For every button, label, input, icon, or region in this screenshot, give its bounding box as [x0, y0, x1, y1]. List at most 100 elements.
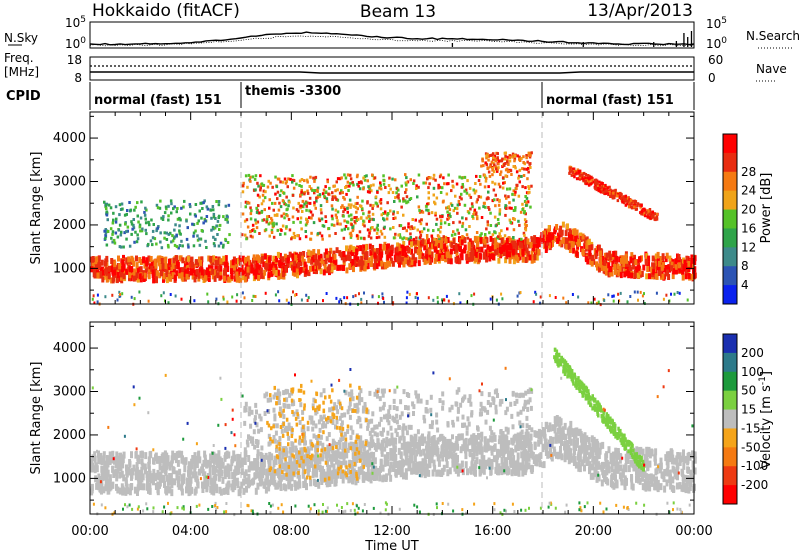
- heatmap-cell: [231, 259, 235, 266]
- heatmap-cell: [114, 456, 118, 464]
- heatmap-cell: [521, 208, 524, 211]
- heatmap-cell: [398, 243, 402, 250]
- heatmap-cell: [448, 451, 452, 458]
- y-tick-label: 3000: [53, 175, 86, 190]
- heatmap-cell: [349, 235, 353, 239]
- heatmap-cell: [345, 267, 349, 274]
- heatmap-cell: [497, 203, 501, 207]
- heatmap-cell: [292, 179, 296, 182]
- heatmap-cell: [226, 300, 229, 304]
- heatmap-cell: [459, 466, 463, 473]
- heatmap-cell: [310, 460, 314, 468]
- heatmap-cell: [190, 269, 193, 276]
- heatmap-cell: [543, 428, 547, 436]
- heatmap-cell: [499, 170, 503, 174]
- heatmap-cell: [241, 233, 244, 237]
- heatmap-cell: [563, 422, 567, 430]
- heatmap-cell: [111, 277, 115, 284]
- heatmap-cell: [372, 263, 376, 270]
- power-heatmap-cells: [90, 151, 697, 307]
- heatmap-cell: [608, 266, 612, 273]
- heatmap-cell: [555, 224, 559, 230]
- heatmap-cell: [221, 259, 225, 266]
- heatmap-cell: [319, 253, 323, 260]
- heatmap-cell: [443, 221, 447, 225]
- heatmap-cell: [656, 251, 660, 258]
- heatmap-cell: [258, 264, 262, 271]
- heatmap-cell: [105, 460, 109, 468]
- heatmap-cell: [452, 230, 455, 234]
- heatmap-cell: [152, 277, 156, 284]
- heatmap-cell: [463, 203, 467, 207]
- heatmap-cell: [422, 181, 425, 185]
- heatmap-cell: [508, 201, 511, 205]
- heatmap-cell: [429, 176, 432, 180]
- heatmap-cell: [287, 204, 290, 208]
- heatmap-cell: [312, 478, 316, 486]
- heatmap-cell: [266, 185, 270, 189]
- heatmap-cell: [457, 199, 461, 203]
- heatmap-cell: [483, 185, 487, 189]
- heatmap-cell: [156, 256, 160, 263]
- heatmap-cell: [469, 251, 473, 258]
- heatmap-cell: [260, 202, 264, 206]
- heatmap-cell: [90, 458, 94, 466]
- heatmap-cell: [520, 242, 524, 249]
- heatmap-cell: [687, 260, 691, 267]
- heatmap-cell: [635, 204, 639, 208]
- heatmap-cell: [96, 300, 99, 304]
- heatmap-cell: [206, 478, 210, 486]
- heatmap-cell: [189, 212, 192, 216]
- heatmap-cell: [300, 192, 303, 196]
- heatmap-cell: [244, 174, 248, 178]
- heatmap-cell: [671, 273, 675, 280]
- heatmap-cell: [530, 237, 534, 244]
- heatmap-cell: [348, 255, 352, 262]
- heatmap-cell: [404, 190, 407, 194]
- heatmap-cell: [361, 222, 365, 226]
- heatmap-cell: [230, 263, 234, 270]
- heatmap-cell: [214, 473, 218, 481]
- heatmap-cell: [517, 465, 521, 473]
- heatmap-cell: [590, 435, 594, 443]
- heatmap-cell: [286, 262, 290, 268]
- heatmap-cell: [159, 231, 162, 235]
- heatmap-cell: [230, 260, 233, 267]
- heatmap-cell: [369, 226, 373, 230]
- heatmap-cell: [484, 179, 488, 183]
- heatmap-cell: [405, 296, 408, 300]
- heatmap-cell: [366, 190, 370, 194]
- heatmap-cell: [103, 260, 107, 267]
- heatmap-cell: [484, 249, 488, 256]
- heatmap-cell: [320, 258, 324, 265]
- heatmap-cell: [342, 214, 345, 218]
- heatmap-cell: [345, 245, 348, 252]
- heatmap-cell: [219, 258, 223, 265]
- heatmap-cell: [235, 276, 239, 283]
- heatmap-cell: [276, 228, 279, 232]
- heatmap-cell: [488, 255, 492, 262]
- heatmap-cell: [651, 255, 655, 262]
- heatmap-cell: [161, 263, 165, 270]
- heatmap-cell: [655, 215, 659, 219]
- heatmap-cell: [262, 199, 265, 203]
- heatmap-cell: [434, 178, 437, 182]
- heatmap-cell: [311, 188, 314, 192]
- heatmap-cell: [175, 270, 179, 277]
- heatmap-cell: [313, 191, 316, 195]
- heatmap-cell: [555, 419, 559, 427]
- heatmap-cell: [643, 454, 647, 462]
- heatmap-cell: [122, 254, 125, 261]
- heatmap-cell: [126, 225, 130, 229]
- heatmap-cell: [95, 256, 99, 263]
- heatmap-cell: [471, 215, 474, 218]
- heatmap-cell: [387, 191, 391, 195]
- heatmap-cell: [558, 228, 562, 235]
- heatmap-cell: [277, 273, 281, 280]
- heatmap-cell: [481, 159, 484, 163]
- heatmap-cell: [435, 222, 438, 226]
- heatmap-cell: [159, 263, 163, 270]
- heatmap-cell: [145, 257, 149, 264]
- heatmap-cell: [305, 201, 308, 205]
- heatmap-cell: [423, 436, 427, 444]
